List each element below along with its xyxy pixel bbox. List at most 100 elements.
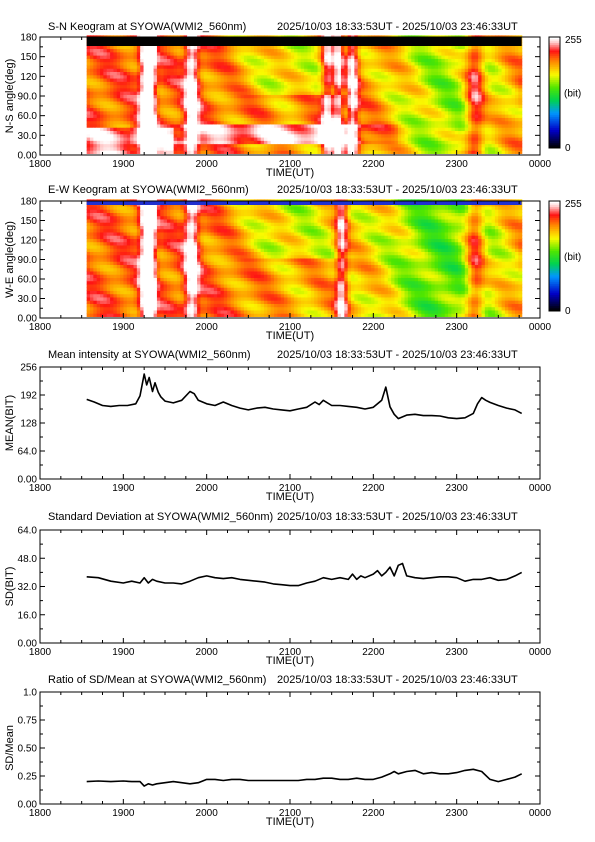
keogram-cell (90, 91, 94, 95)
keogram-cell (351, 114, 355, 118)
keogram-cell (468, 123, 473, 128)
keogram-cell (488, 55, 493, 59)
keogram-cell (314, 143, 319, 148)
keogram-cell (217, 114, 222, 118)
keogram-cell (160, 120, 165, 125)
keogram-cell (93, 110, 98, 115)
keogram-cell (314, 71, 319, 76)
x-tick-label: 0000 (529, 159, 552, 170)
keogram-cell (297, 61, 302, 66)
keogram-cell (310, 123, 315, 128)
keogram-cell (337, 84, 342, 89)
keogram-cell (230, 127, 235, 132)
keogram-cell (116, 107, 121, 112)
keogram-cell (280, 77, 285, 82)
keogram-cell (344, 117, 349, 122)
keogram-cell (294, 58, 299, 63)
keogram-cell (96, 130, 101, 135)
keogram-cell (163, 55, 168, 59)
keogram-cell (304, 64, 309, 69)
keogram-cell (183, 100, 188, 105)
keogram-cell (86, 303, 91, 308)
keogram-cell (424, 87, 429, 92)
keogram-cell (468, 136, 473, 141)
keogram-cell (143, 91, 148, 95)
keogram-cell (173, 150, 178, 154)
keogram-cell (357, 104, 362, 109)
keogram-cell (103, 133, 108, 138)
keogram-cell (314, 48, 319, 53)
keogram-cell (200, 130, 205, 135)
keogram-cell (397, 97, 402, 102)
keogram-cell (394, 61, 399, 66)
keogram-cell (484, 117, 489, 122)
keogram-cell (421, 107, 426, 112)
keogram-cell (347, 114, 352, 118)
keogram-cell (448, 48, 452, 53)
keogram-cell (86, 264, 91, 269)
keogram-cell (374, 84, 379, 89)
keogram-cell (86, 107, 91, 112)
keogram-cell (518, 146, 523, 151)
keogram-cell (498, 146, 503, 151)
keogram-cell (458, 45, 463, 50)
keogram-cell (448, 143, 452, 148)
keogram-cell (471, 48, 476, 53)
keogram-cell (156, 97, 161, 102)
keogram-cell (180, 107, 185, 112)
keogram-cell (274, 107, 278, 112)
keogram-cell (253, 150, 258, 154)
keogram-cell (96, 296, 101, 301)
keogram-cell (407, 150, 412, 154)
colorbar-step (549, 135, 560, 138)
keogram-cell (187, 55, 191, 59)
keogram-cell (240, 146, 245, 151)
keogram-cell (371, 71, 376, 76)
keogram-cell (458, 114, 463, 118)
keogram-cell (478, 74, 483, 79)
keogram-cell (290, 45, 295, 50)
keogram-cell (237, 140, 242, 145)
keogram-cell (150, 87, 155, 92)
keogram-cell (374, 45, 379, 50)
keogram-cell (100, 287, 104, 291)
keogram-cell (361, 133, 365, 138)
keogram-cell (207, 84, 212, 89)
keogram-cell (324, 81, 329, 86)
keogram-cell (297, 97, 302, 102)
keogram-cell (220, 48, 225, 53)
keogram-cell (414, 136, 419, 141)
keogram-cell (364, 94, 369, 99)
keogram-cell (397, 143, 402, 148)
keogram-cell (290, 84, 295, 89)
keogram-cell (153, 100, 158, 105)
keogram-cell (177, 120, 181, 125)
keogram-cell (494, 45, 499, 50)
keogram-cell (90, 309, 94, 314)
keogram-cell (270, 107, 275, 112)
keogram-cell (217, 130, 222, 135)
keogram-cell (330, 87, 335, 92)
keogram-cell (494, 87, 499, 92)
keogram-cell (310, 68, 315, 73)
keogram-cell (123, 74, 128, 79)
keogram-cell (220, 45, 225, 50)
keogram-cell (407, 81, 412, 86)
keogram-cell (434, 123, 439, 128)
x-tick-label: 1800 (29, 159, 52, 170)
keogram-cell (187, 104, 191, 109)
keogram-cell (163, 114, 168, 118)
keogram-cell (290, 133, 295, 138)
keogram-cell (100, 71, 104, 76)
keogram-cell (86, 228, 91, 233)
keogram-cell (93, 222, 98, 226)
keogram-cell (431, 45, 436, 50)
keogram-cell (504, 87, 509, 92)
keogram-cell (397, 84, 402, 89)
keogram-cell (277, 150, 282, 154)
keogram-cell (478, 133, 483, 138)
keogram-cell (488, 114, 493, 118)
keogram-cell (314, 74, 319, 79)
keogram-cell (334, 100, 339, 105)
keogram-cell (294, 133, 299, 138)
